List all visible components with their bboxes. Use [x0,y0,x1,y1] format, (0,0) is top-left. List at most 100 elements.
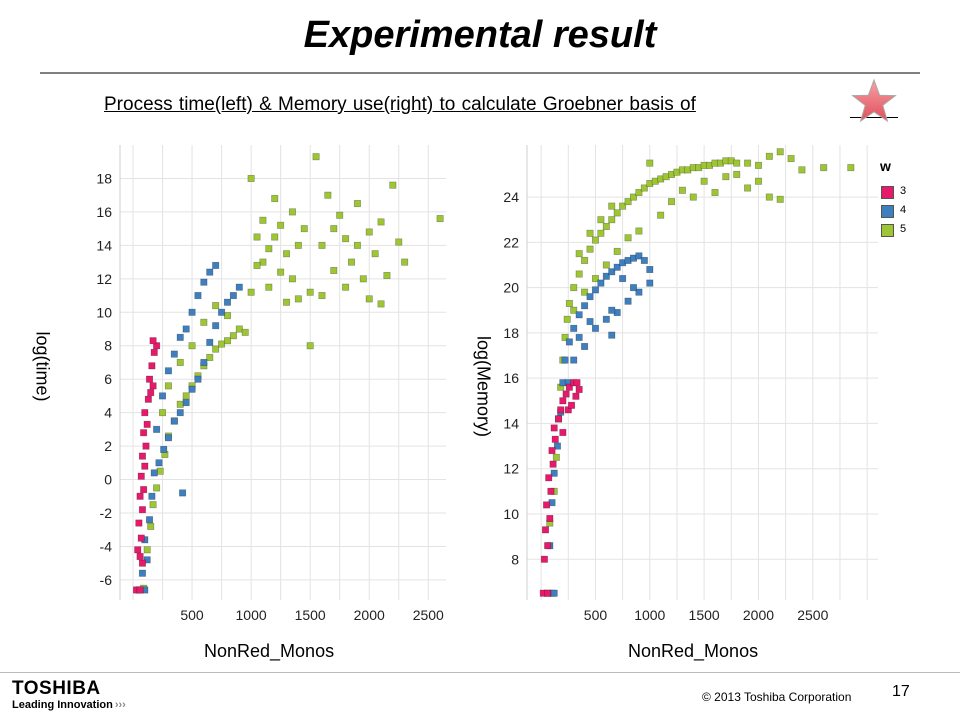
memory-point-w5 [668,198,676,206]
time-point-w5 [229,332,237,340]
memory-point-w5 [744,184,752,192]
time-y-tick-label: 14 [96,237,112,253]
time-point-w5 [436,215,444,223]
time-point-w5 [241,328,249,336]
memory-y-tick-label: 12 [503,461,519,477]
time-point-w5 [377,218,385,226]
memory-point-w4 [581,342,589,350]
memory-point-w4 [624,297,632,305]
time-y-tick-label: 8 [104,338,112,354]
memory-point-w3 [559,428,567,436]
legend-label-4: 4 [900,204,907,216]
time-point-w4 [206,268,214,276]
memory-point-w5 [787,155,795,163]
time-point-w5 [277,221,285,229]
time-point-w4 [229,292,237,300]
memory-point-w3 [573,379,581,387]
time-point-w5 [371,250,379,258]
memory-point-w3 [568,401,576,409]
footer-divider [0,672,960,673]
time-point-w5 [253,261,261,269]
chart-subtitle: Process time(left) & Memory use(right) t… [104,94,696,115]
time-y-tick-label: 12 [96,271,112,287]
time-y-tick-label: 10 [96,304,112,320]
time-point-w4 [150,469,158,477]
legend-label-3: 3 [900,185,907,197]
time-point-w3 [135,519,143,527]
memory-point-w4 [597,279,605,287]
legend-label-5: 5 [900,223,907,235]
time-point-w4 [159,392,167,400]
time-point-w5 [353,241,361,249]
memory-point-w3 [564,406,572,414]
time-point-w4 [153,425,161,433]
memory-point-w5 [700,177,708,185]
memory-point-w4 [602,315,610,323]
time-point-w4 [182,325,190,333]
time-point-w5 [265,245,273,253]
time-point-w5 [212,345,220,353]
time-point-w3 [138,559,146,567]
memory-point-w5 [733,170,741,178]
time-point-w5 [389,181,397,189]
memory-point-w5 [613,247,621,255]
time-point-w4 [182,399,190,407]
time-point-w4 [179,489,187,497]
memory-point-w3 [572,392,580,400]
time-point-w5 [306,342,314,350]
memory-point-w3 [551,435,559,443]
memory-point-w5 [575,270,583,278]
time-point-w5 [294,241,302,249]
time-point-w3 [146,375,154,383]
memory-point-w5 [619,202,627,210]
time-point-w5 [383,271,391,279]
memory-point-w4 [608,268,616,276]
time-point-w3 [141,409,149,417]
time-point-w5 [164,382,172,390]
memory-y-tick-label: 20 [503,280,519,296]
memory-point-w4 [646,266,654,274]
slide-title: Experimental result [303,14,657,56]
time-x-tick-label: 1000 [236,607,267,623]
memory-point-w4 [586,293,594,301]
time-point-w5 [353,200,361,208]
memory-x-tick-label: 1000 [634,607,665,623]
time-point-w5 [283,250,291,258]
memory-point-w4 [581,302,589,310]
memory-point-w5 [602,222,610,230]
legend-title: w [880,158,891,174]
memory-point-w4 [591,286,599,294]
memory-point-w5 [689,193,697,201]
memory-point-w4 [619,275,627,283]
chevrons-icon: ››› [114,699,126,711]
time-y-tick-label: 18 [96,170,112,186]
memory-point-w5 [575,250,583,258]
time-point-w4 [176,333,184,341]
memory-point-w5 [635,227,643,235]
time-point-w3 [136,553,144,561]
time-point-w5 [359,275,367,283]
time-point-w4 [170,350,178,358]
memory-point-w3 [541,526,549,534]
time-point-w5 [288,275,296,283]
tagline: Leading Innovation ››› [12,699,126,711]
memory-point-w3 [545,474,553,482]
time-point-w3 [141,462,149,470]
time-point-w4 [155,459,163,467]
time-point-w5 [348,258,356,266]
time-point-w4 [164,367,172,375]
memory-point-w3 [557,406,565,414]
time-x-tick-label: 2500 [413,607,444,623]
memory-point-w4 [629,284,637,292]
time-point-w3 [147,389,155,397]
time-point-w4 [170,417,178,425]
time-point-w5 [318,292,326,300]
memory-point-w4 [561,356,569,364]
memory-point-w4 [602,272,610,280]
time-point-w4 [200,358,208,366]
memory-point-w5 [563,315,571,323]
right-y-axis-label: log(Memory) [473,335,494,437]
memory-point-w5 [608,202,616,210]
time-point-w3 [136,492,144,500]
memory-y-tick-label: 10 [503,506,519,522]
